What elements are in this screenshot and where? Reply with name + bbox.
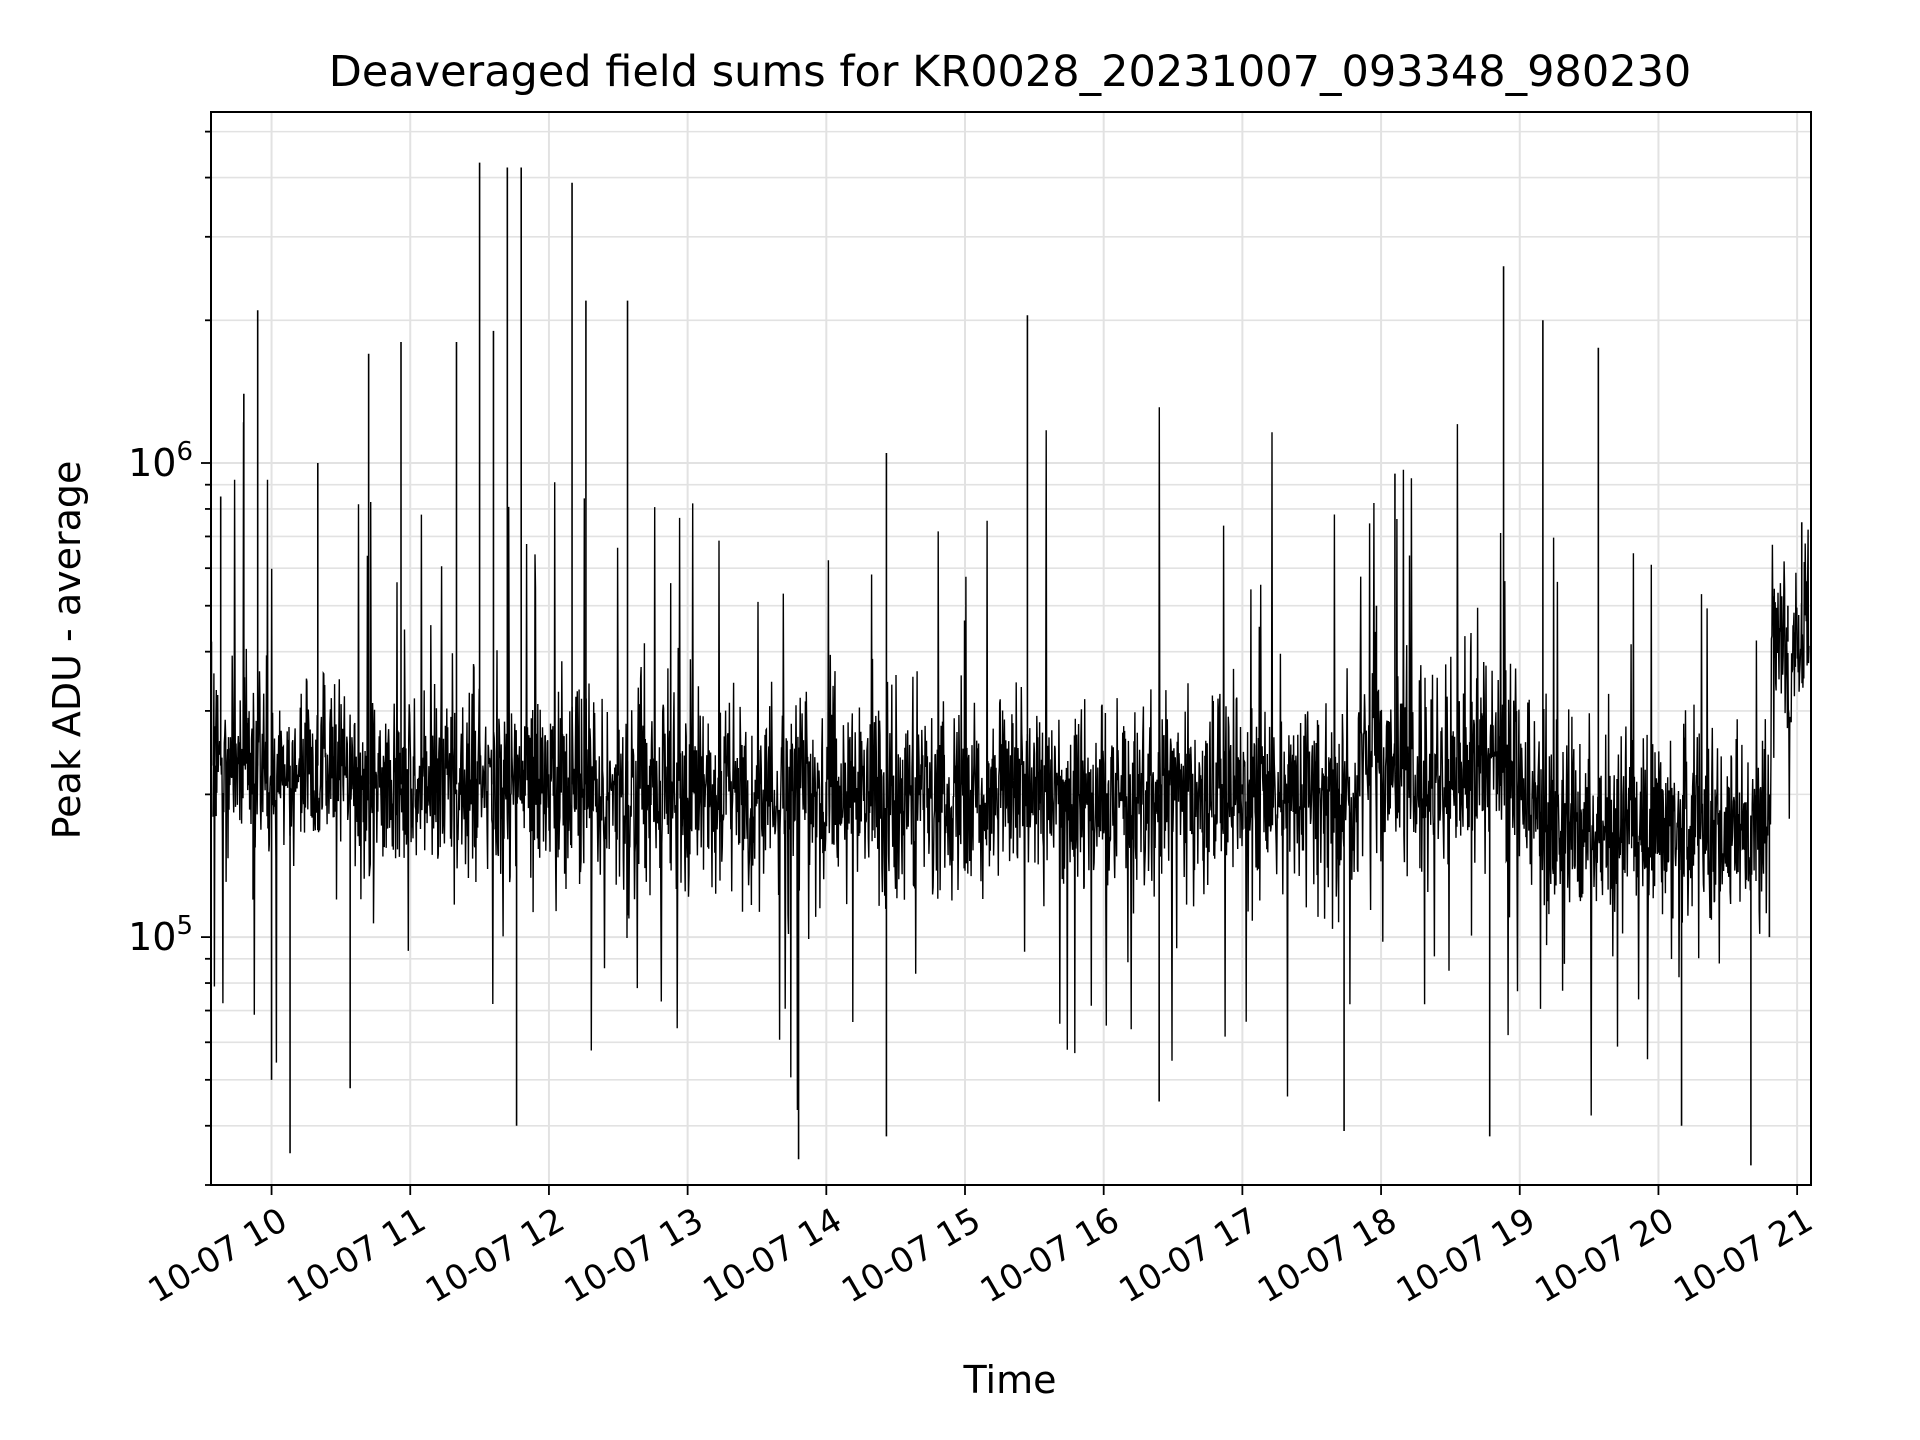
y-axis-ticks: 105 106 (128, 130, 211, 1186)
y-axis-label: Peak ADU - average (45, 461, 89, 840)
chart-title: Deaveraged field sums for KR0028_2023100… (329, 47, 1692, 97)
x-axis-label: Time (963, 1358, 1057, 1402)
y-tick-label: 106 (128, 437, 193, 485)
plot-frame (210, 111, 1812, 1186)
y-tick-label: 105 (128, 911, 193, 959)
